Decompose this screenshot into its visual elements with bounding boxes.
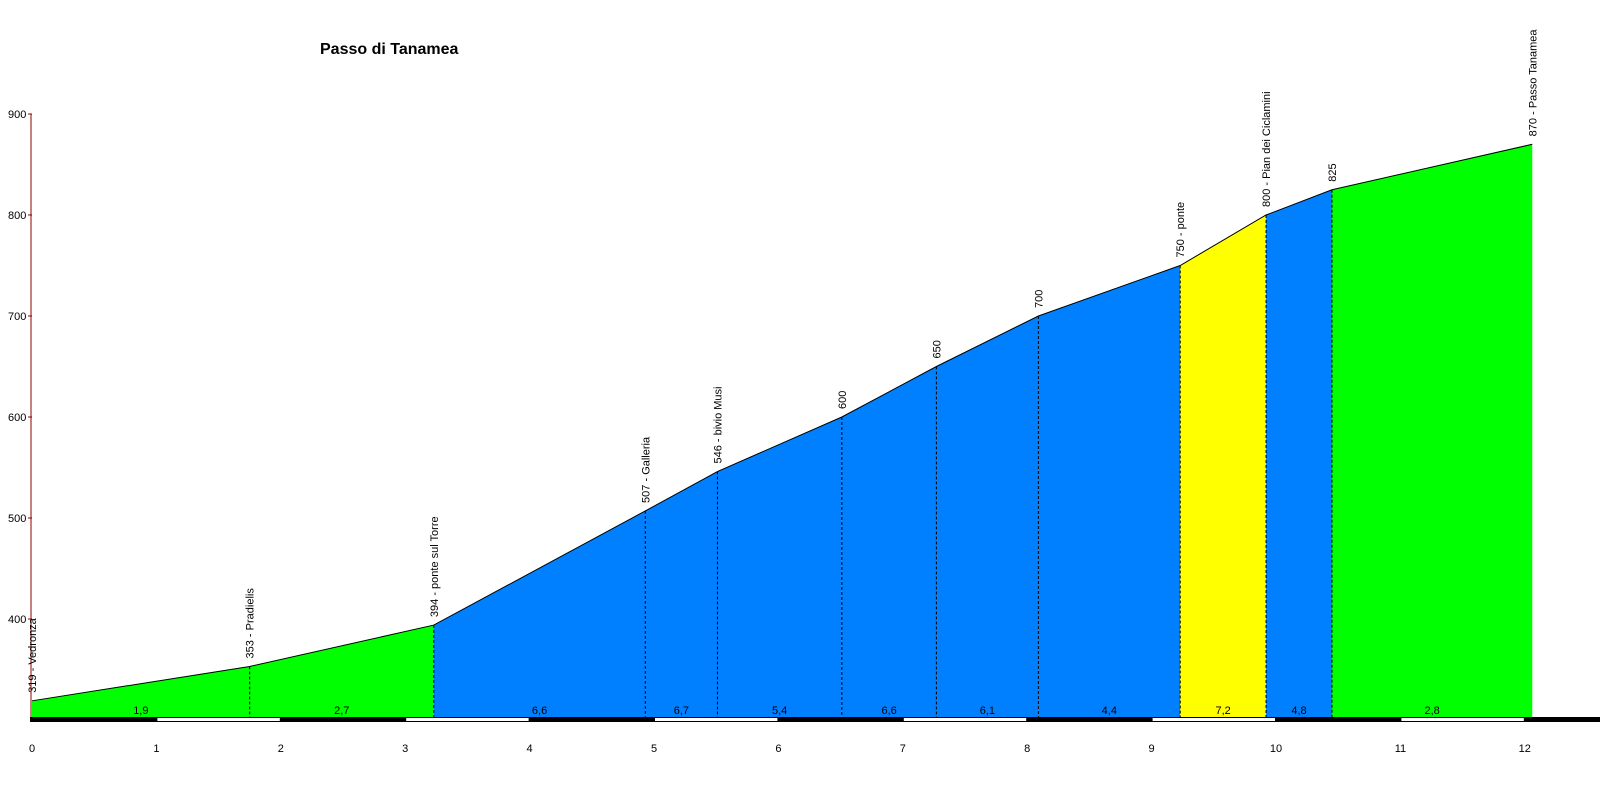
x-tick-label: 10 [1270,743,1282,755]
profile-segment [1180,215,1267,717]
profile-segment [32,666,250,717]
x-tick-label: 7 [900,743,906,755]
y-axis: 400 500 600 700 800 900 [8,109,32,717]
y-tick-label: 700 [8,311,26,323]
x-tick-label: 8 [1024,743,1030,755]
x-axis: 0 1 2 3 4 5 6 7 8 9 10 11 12 [29,717,1600,755]
x-axis-km-stripe [1152,718,1275,721]
x-tick-label: 4 [527,743,533,755]
x-tick-label: 9 [1149,743,1155,755]
x-axis-km-stripe [655,718,778,721]
profile-outline [31,143,1533,702]
waypoint-label: 546 - bivio Musi [712,386,724,463]
x-axis-km-stripe [157,718,280,721]
waypoint-label: 650 [931,340,943,358]
x-tick-label: 1 [153,743,159,755]
profile-segment [1331,144,1533,718]
x-axis-km-stripe [406,718,529,721]
gradient-label: 5,4 [772,705,787,717]
waypoint-label: 394 - ponte sul Torre [429,516,441,617]
gradient-labels: 1,9 2,7 6,6 6,7 5,4 6,6 6,1 4,4 7,2 4,8 2,8 [133,705,1440,717]
gradient-label: 7,2 [1215,705,1230,717]
x-tick-label: 11 [1395,743,1406,755]
x-tick-label: 6 [775,743,781,755]
profile-segment [433,510,646,717]
x-axis-km-stripe [903,718,1027,721]
chart-title: Passo di Tanamea [320,41,459,58]
gradient-label: 1,9 [133,705,148,717]
gradient-label: 2,7 [334,705,349,717]
profile-segment [249,625,434,717]
segment-dividers [249,189,1333,717]
x-tick-label: 12 [1519,743,1531,755]
gradient-label: 4,4 [1102,705,1117,717]
gradient-label: 4,8 [1291,705,1306,717]
waypoint-label: 507 - Galleria [640,436,652,503]
x-tick-label: 0 [29,743,35,755]
waypoint-label: 700 [1033,290,1045,308]
profile-line [31,143,1533,702]
gradient-label: 6,1 [980,705,995,717]
gradient-label: 6,6 [532,705,547,717]
waypoint-label: 353 - Pradielis [245,588,257,659]
y-tick-label: 800 [8,210,26,222]
profile-segment [1038,265,1181,717]
profile-segment [1266,189,1332,717]
y-tick-label: 900 [8,109,26,121]
waypoint-label: 750 - ponte [1175,202,1187,258]
waypoint-label: 319 - Vedronza [27,617,39,692]
waypoint-label: 870 - Passo Tanamea [1527,29,1539,137]
waypoint-labels: 319 - Vedronza 353 - Pradielis 394 - ponte… [27,29,1539,693]
profile-segment [936,316,1039,717]
y-tick-label: 600 [8,412,26,424]
y-tick-label: 400 [8,614,26,626]
x-axis-km-stripe [1401,718,1524,721]
waypoint-label: 600 [837,391,849,409]
y-tick-label: 500 [8,513,26,525]
waypoint-label: 825 [1327,163,1339,181]
gradient-label: 2,8 [1424,705,1439,717]
profile-segment [841,366,937,717]
gradient-label: 6,7 [674,705,689,717]
x-tick-label: 2 [278,743,284,755]
x-tick-label: 5 [651,743,657,755]
x-tick-label: 3 [402,743,408,755]
profile-areas [32,144,1533,718]
gradient-label: 6,6 [881,705,896,717]
waypoint-label: 800 - Pian dei Ciclamini [1261,91,1273,207]
x-axis-bar [30,717,1600,722]
profile-segment [645,471,718,717]
profile-segment [717,417,842,717]
